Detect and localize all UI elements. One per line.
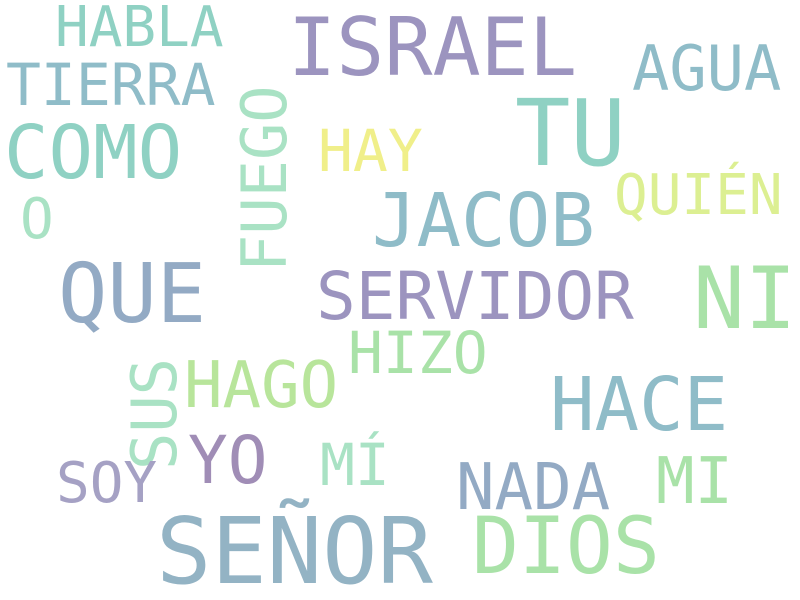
word-israel: ISRAEL [288,1,577,94]
word-fuego: FUEGO [228,85,301,272]
word-habla: HABLA [55,0,224,60]
word-ni: NI [693,249,797,349]
word-mi-accent: MÍ [320,431,390,499]
word-senor: SEÑOR [156,498,433,600]
word-agua: AGUA [632,32,782,105]
word-jacob: JACOB [372,178,595,264]
word-hace: HACE [550,362,729,448]
word-dios: DIOS [472,502,660,592]
word-tierra: TIERRA [6,51,216,119]
word-quien: QUIÉN [614,163,783,228]
word-como: COMO [4,110,183,196]
word-hago: HAGO [184,349,339,423]
word-o: O [20,187,54,252]
word-mi: MI [656,445,734,519]
word-nada: NADA [456,451,611,525]
word-tu: TU [515,80,626,187]
word-que: QUE [58,247,207,342]
word-servidor: SERVIDOR [316,258,634,335]
word-yo: YO [188,422,268,499]
word-soy: SOY [56,451,158,516]
word-hay: HAY [318,117,423,185]
word-hizo: HIZO [348,319,488,387]
